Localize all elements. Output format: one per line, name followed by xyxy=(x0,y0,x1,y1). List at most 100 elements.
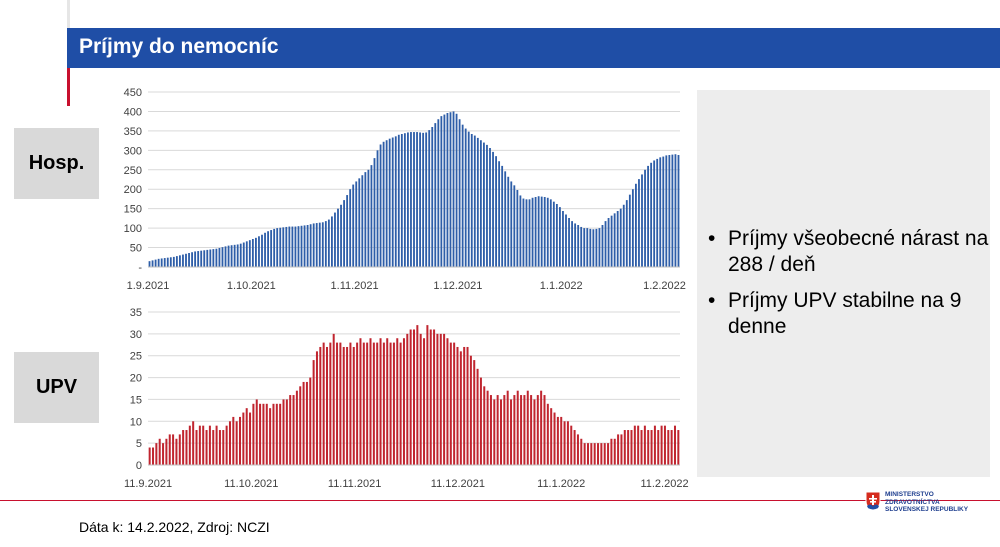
upv-bar xyxy=(218,430,221,465)
hosp-bar xyxy=(154,259,157,267)
upv-xtick-label: 11.11.2021 xyxy=(328,478,381,490)
hosp-bar xyxy=(659,157,662,267)
hosp-bar xyxy=(495,156,497,267)
hosp-bar xyxy=(595,228,598,267)
upv-bar xyxy=(486,390,489,465)
upv-bar xyxy=(376,342,379,465)
upv-bar xyxy=(178,434,181,465)
upv-bar xyxy=(643,425,646,465)
upv-label: UPV xyxy=(14,352,99,423)
hosp-bar xyxy=(321,222,324,267)
hosp-bar xyxy=(270,230,273,267)
upv-bar xyxy=(262,403,265,465)
hosp-bar xyxy=(650,162,653,267)
hosp-xtick-label: 1.1.2022 xyxy=(540,280,583,290)
hosp-bar xyxy=(367,169,370,267)
hosp-bar xyxy=(224,246,227,267)
hosp-bar xyxy=(607,218,610,267)
hosp-bar xyxy=(422,132,425,267)
hosp-bar xyxy=(565,214,567,267)
upv-bar xyxy=(396,338,399,465)
hosp-ytick-label: 250 xyxy=(124,165,142,177)
hosp-bar xyxy=(197,251,200,267)
upv-bar xyxy=(667,430,670,465)
upv-bar xyxy=(513,395,516,465)
hosp-bar xyxy=(255,237,257,267)
upv-bar xyxy=(546,403,549,465)
hosp-bar xyxy=(407,132,409,267)
upv-bar xyxy=(483,386,486,465)
upv-bar xyxy=(533,399,536,465)
upv-bar xyxy=(647,430,650,465)
hosp-bar xyxy=(464,128,467,267)
hosp-bar xyxy=(568,218,570,267)
upv-bar xyxy=(627,430,630,465)
hosp-bar xyxy=(288,226,291,267)
hosp-bar xyxy=(489,148,491,267)
upv-bar xyxy=(198,425,201,465)
upv-ytick-label: 35 xyxy=(130,307,142,319)
upv-bar xyxy=(429,329,432,465)
upv-bar xyxy=(560,416,563,465)
upv-bar xyxy=(510,399,513,465)
upv-bar xyxy=(419,333,422,465)
hosp-bar xyxy=(218,247,221,267)
hosp-bar xyxy=(434,123,437,267)
hosp-bar xyxy=(166,257,169,267)
upv-bar xyxy=(590,443,593,465)
upv-bar xyxy=(205,430,208,465)
hosp-bar xyxy=(279,227,282,267)
hosp-bar xyxy=(221,247,224,267)
hosp-bar xyxy=(157,258,160,267)
upv-bar xyxy=(516,390,519,465)
upv-bar xyxy=(583,443,586,465)
upv-bar xyxy=(443,333,446,465)
upv-bar xyxy=(188,425,191,465)
hosp-bar xyxy=(413,132,415,267)
upv-bar xyxy=(406,333,409,465)
header-bar xyxy=(67,28,1000,68)
upv-bar xyxy=(309,377,312,465)
upv-bar xyxy=(433,329,436,465)
hosp-bar xyxy=(194,251,197,267)
hosp-bar xyxy=(473,135,476,267)
upv-bar xyxy=(540,390,543,465)
upv-bar xyxy=(453,342,456,465)
hosp-bar xyxy=(546,197,549,267)
upv-bar xyxy=(175,438,178,465)
upv-bar xyxy=(215,425,218,465)
hosp-bar xyxy=(665,155,668,267)
upv-bar xyxy=(352,346,355,465)
hosp-bar xyxy=(230,245,233,267)
hosp-bar xyxy=(513,185,516,267)
hosp-bar xyxy=(641,174,643,267)
hosp-bar xyxy=(169,257,172,267)
hosp-bar xyxy=(251,239,254,267)
hosp-bar xyxy=(343,200,345,267)
hosp-bar xyxy=(616,211,619,267)
upv-bar xyxy=(239,416,242,465)
upv-bar xyxy=(446,338,449,465)
hosp-bar xyxy=(239,243,242,267)
upv-xtick-label: 11.1.2022 xyxy=(537,478,585,490)
hosp-bar xyxy=(331,216,333,267)
upv-bar xyxy=(282,399,285,465)
upv-bar xyxy=(279,403,282,465)
bullet-text: Príjmy UPV stabilne na 9 denne xyxy=(728,289,962,338)
hosp-bar xyxy=(631,189,634,267)
upv-bar xyxy=(322,342,325,465)
upv-bar xyxy=(312,360,315,465)
upv-bar xyxy=(302,381,305,465)
hosp-bar xyxy=(470,134,473,267)
hosp-bar xyxy=(574,223,577,267)
hosp-bar xyxy=(638,179,640,267)
hosp-ytick-label: 400 xyxy=(124,106,142,118)
hosp-bar xyxy=(516,190,519,267)
hosp-bar xyxy=(559,207,561,267)
upv-bar xyxy=(496,395,499,465)
upv-bar xyxy=(152,447,155,465)
upv-bar xyxy=(530,395,533,465)
hosp-bar xyxy=(540,196,543,267)
upv-bar xyxy=(617,434,620,465)
upv-bar xyxy=(439,333,442,465)
